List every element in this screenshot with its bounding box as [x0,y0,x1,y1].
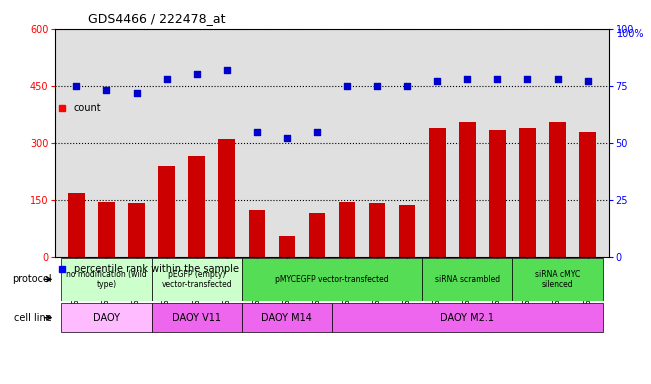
Bar [362,29,392,257]
Point [552,76,562,82]
Text: siRNA scrambled: siRNA scrambled [435,275,500,284]
Text: protocol: protocol [12,274,52,285]
Bar [91,29,122,257]
Text: cell line: cell line [14,313,52,323]
Bar [369,203,385,257]
Point [522,76,533,82]
Bar [339,202,355,257]
Point [191,71,202,78]
Bar [61,29,91,257]
Point [161,76,172,82]
Text: siRNA cMYC
silenced: siRNA cMYC silenced [535,270,580,289]
Bar [309,214,326,257]
Bar [302,29,332,257]
Bar [219,139,235,257]
Bar [242,29,272,257]
Bar [512,29,542,257]
Bar [489,130,506,257]
Point [492,76,503,82]
Point [432,78,443,84]
Bar [279,236,295,257]
Text: GDS4466 / 222478_at: GDS4466 / 222478_at [88,12,225,25]
Bar [68,192,85,257]
Bar [512,258,603,301]
Point [462,76,473,82]
Bar [459,122,476,257]
Bar [152,29,182,257]
Text: DAOY M2.1: DAOY M2.1 [440,313,494,323]
Text: percentile rank within the sample: percentile rank within the sample [74,264,238,274]
Bar [128,203,145,257]
Point [402,83,412,89]
Text: pEGFP (empty)
vector-transfected: pEGFP (empty) vector-transfected [161,270,232,289]
Bar [61,258,152,301]
Bar [182,29,212,257]
Bar [188,156,205,257]
Bar [573,29,603,257]
Text: DAOY V11: DAOY V11 [172,313,221,323]
Bar [152,258,242,301]
Point [132,90,142,96]
Bar [152,303,242,333]
Point [102,88,112,94]
Point [583,78,593,84]
Bar [452,29,482,257]
Bar [399,205,415,257]
Bar [519,128,536,257]
Text: 100%: 100% [617,29,644,39]
Point [342,83,352,89]
Text: DAOY: DAOY [93,313,120,323]
Bar [429,128,445,257]
Bar [242,258,422,301]
Bar [212,29,242,257]
Text: pMYCEGFP vector-transfected: pMYCEGFP vector-transfected [275,275,389,284]
Bar [332,303,603,333]
Text: count: count [74,103,101,113]
Bar [242,303,332,333]
Bar [549,122,566,257]
Bar [122,29,152,257]
Point [252,129,262,135]
Bar [422,29,452,257]
Bar [542,29,573,257]
Bar [61,303,152,333]
Bar [422,258,512,301]
Point [372,83,382,89]
Bar [98,202,115,257]
Text: no modification (wild
type): no modification (wild type) [66,270,147,289]
Bar [158,166,175,257]
Point [312,129,322,135]
Bar [482,29,512,257]
Bar [579,132,596,257]
Point [282,136,292,142]
Text: DAOY M14: DAOY M14 [262,313,312,323]
Bar [272,29,302,257]
Bar [392,29,422,257]
Bar [249,210,265,257]
Bar [332,29,362,257]
Point [71,83,81,89]
Point [221,67,232,73]
